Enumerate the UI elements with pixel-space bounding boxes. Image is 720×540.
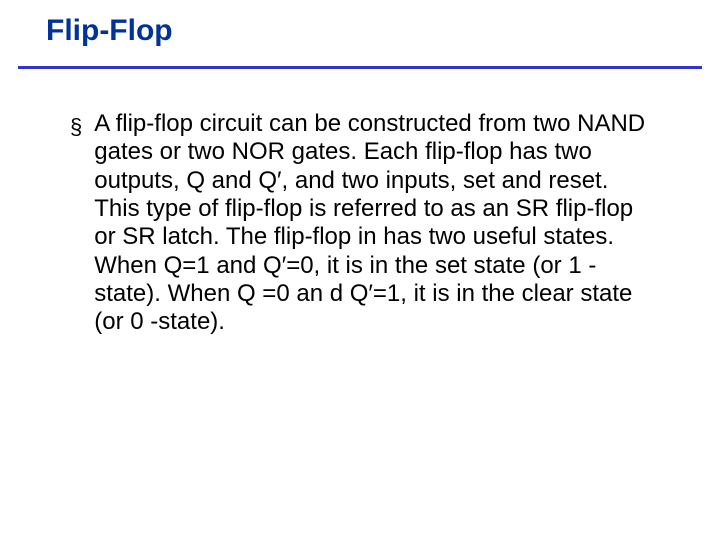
bullet-glyph: § [70,116,82,138]
title-underline [18,66,702,69]
slide-body: § A flip-flop circuit can be constructed… [70,110,650,337]
bullet-item: § A flip-flop circuit can be constructed… [70,110,650,337]
bullet-text: A flip-flop circuit can be constructed f… [94,110,650,337]
slide: Flip-Flop § A flip-flop circuit can be c… [0,0,720,540]
slide-title: Flip-Flop [46,14,173,48]
